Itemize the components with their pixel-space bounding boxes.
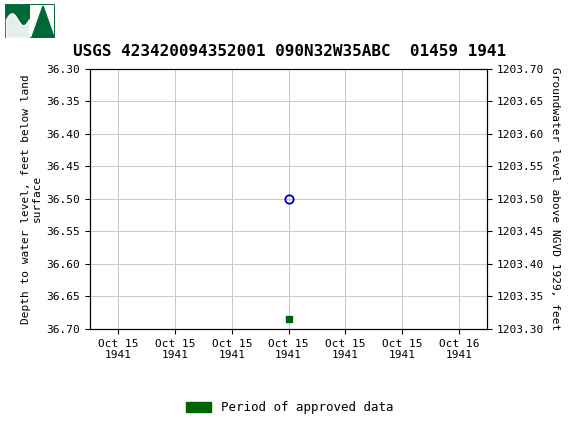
Text: USGS 423420094352001 090N32W35ABC  01459 1941: USGS 423420094352001 090N32W35ABC 01459 …: [74, 44, 506, 59]
Polygon shape: [32, 6, 54, 37]
Bar: [4, 3, 56, 39]
Bar: [30, 5, 54, 37]
Y-axis label: Depth to water level, feet below land
surface: Depth to water level, feet below land su…: [21, 74, 42, 324]
Legend: Period of approved data: Period of approved data: [181, 396, 399, 419]
Text: USGS: USGS: [62, 12, 122, 31]
Y-axis label: Groundwater level above NGVD 1929, feet: Groundwater level above NGVD 1929, feet: [550, 67, 560, 331]
